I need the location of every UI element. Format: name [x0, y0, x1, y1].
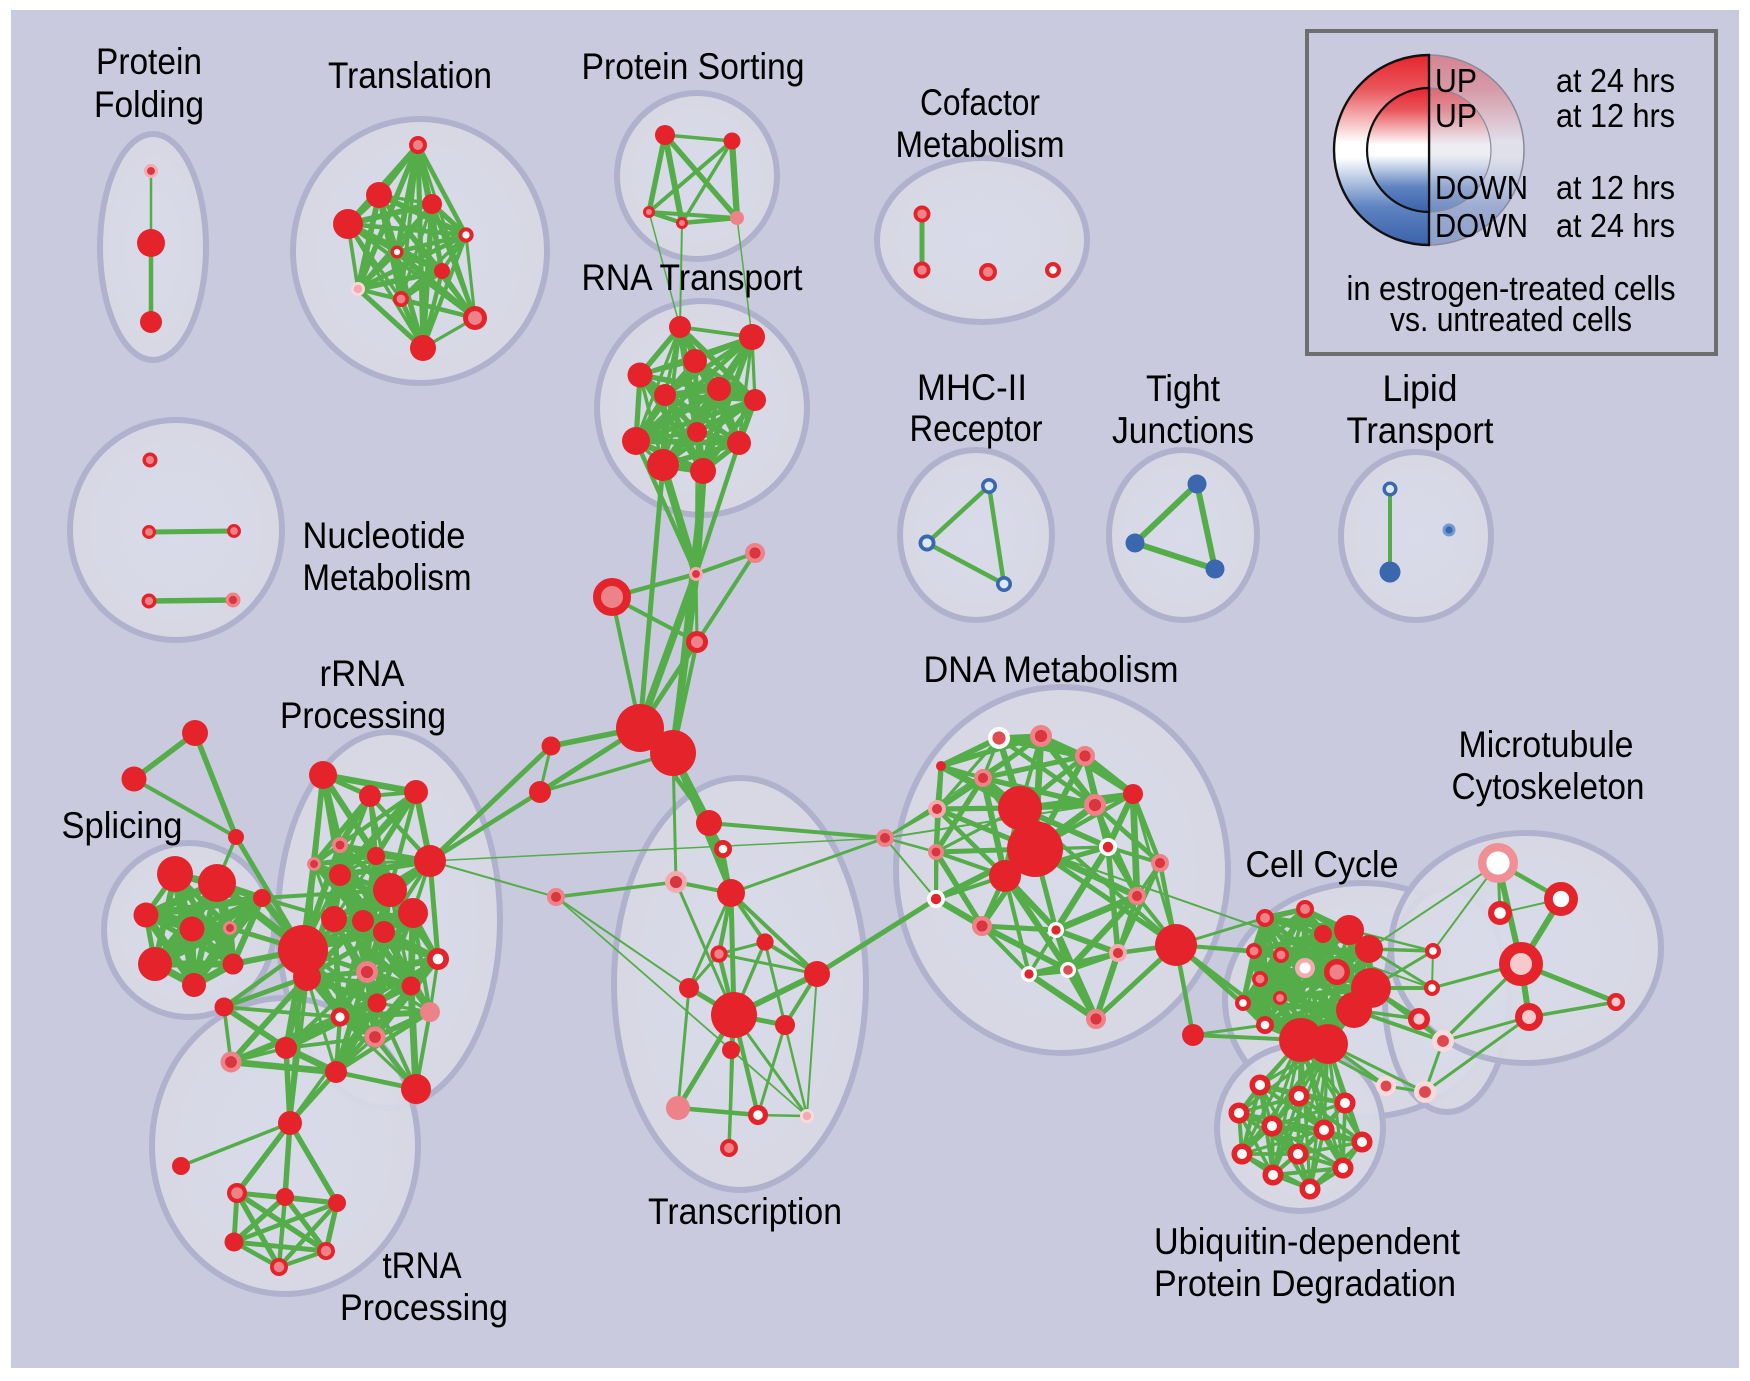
svg-text:Processing: Processing — [280, 695, 446, 736]
svg-text:Tight: Tight — [1146, 368, 1221, 409]
svg-text:at 24 hrs: at 24 hrs — [1556, 62, 1675, 99]
svg-text:Splicing: Splicing — [62, 805, 183, 846]
svg-text:Transport: Transport — [1347, 410, 1495, 451]
svg-text:rRNA: rRNA — [320, 653, 405, 694]
svg-text:Protein: Protein — [96, 41, 202, 82]
svg-text:Metabolism: Metabolism — [303, 557, 472, 598]
svg-text:at 12 hrs: at 12 hrs — [1556, 169, 1675, 206]
svg-text:Nucleotide: Nucleotide — [303, 515, 466, 556]
svg-text:Protein Sorting: Protein Sorting — [582, 46, 805, 87]
svg-text:Folding: Folding — [94, 84, 204, 125]
svg-text:Junctions: Junctions — [1112, 410, 1254, 451]
svg-text:UP: UP — [1435, 62, 1477, 99]
svg-text:UP: UP — [1435, 97, 1477, 134]
svg-text:DOWN: DOWN — [1435, 207, 1528, 244]
svg-text:Metabolism: Metabolism — [896, 124, 1065, 165]
svg-text:Cell Cycle: Cell Cycle — [1246, 844, 1399, 885]
svg-text:Microtubule: Microtubule — [1459, 724, 1634, 765]
svg-text:Cofactor: Cofactor — [920, 82, 1040, 123]
svg-text:DOWN: DOWN — [1435, 169, 1528, 206]
svg-text:Translation: Translation — [328, 55, 492, 96]
svg-text:Protein Degradation: Protein Degradation — [1154, 1263, 1456, 1304]
svg-text:MHC-II: MHC-II — [917, 367, 1027, 408]
svg-text:Ubiquitin-dependent: Ubiquitin-dependent — [1154, 1221, 1461, 1262]
svg-text:in estrogen-treated cells: in estrogen-treated cells — [1347, 270, 1676, 308]
svg-text:RNA Transport: RNA Transport — [582, 257, 804, 298]
svg-text:at 12 hrs: at 12 hrs — [1556, 97, 1675, 134]
svg-text:Receptor: Receptor — [910, 408, 1043, 449]
svg-text:tRNA: tRNA — [383, 1245, 462, 1286]
svg-text:Lipid: Lipid — [1383, 368, 1458, 409]
svg-text:at 24 hrs: at 24 hrs — [1556, 207, 1675, 244]
svg-text:Transcription: Transcription — [648, 1191, 842, 1232]
svg-text:Cytoskeleton: Cytoskeleton — [1452, 766, 1645, 807]
svg-text:Processing: Processing — [340, 1287, 508, 1328]
svg-text:vs. untreated cells: vs. untreated cells — [1390, 301, 1632, 339]
svg-text:DNA Metabolism: DNA Metabolism — [924, 649, 1179, 690]
